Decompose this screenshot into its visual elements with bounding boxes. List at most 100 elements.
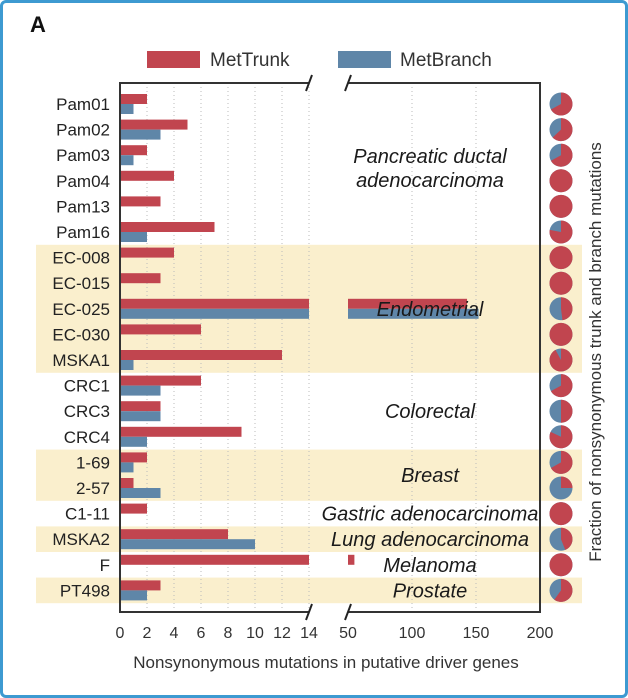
group-label: Melanoma (383, 555, 476, 577)
branch-bar-Pam16 (120, 232, 147, 242)
trunk-bar-Pam13 (120, 196, 161, 207)
category-label: EC-030 (52, 325, 110, 344)
pie-trunk-slice (550, 450, 573, 474)
group-label: Breast (401, 465, 460, 487)
category-label: CRC3 (64, 402, 110, 421)
legend-swatch-trunk (147, 51, 200, 68)
axis-frame-right (348, 82, 541, 613)
trunk-bar-F-continued (348, 554, 355, 565)
axis-frame-left (119, 82, 309, 613)
group-label: Pancreatic ductal (353, 146, 507, 168)
trunk-bar-Pam03 (120, 145, 147, 156)
pie-trunk-slice (561, 399, 573, 423)
x-tick-label: 50 (339, 625, 357, 642)
pie-trunk-slice (549, 220, 573, 244)
trunk-bar-Pam04 (120, 170, 174, 181)
panel-label: A (30, 12, 46, 37)
category-label: CRC1 (64, 377, 110, 396)
branch-bar-Pam03 (120, 155, 134, 166)
axis-break-mark (344, 603, 352, 621)
pie-trunk-slice (561, 297, 573, 321)
pie-trunk-slice (561, 476, 573, 488)
trunk-bar-F (120, 554, 309, 565)
pie-trunk-slice (549, 502, 573, 526)
trunk-bar-EC-025-continued (348, 298, 468, 309)
group-label: Endometrial (377, 299, 484, 321)
branch-bar-Pam01 (120, 104, 134, 114)
pie-trunk-slice (549, 271, 573, 295)
x-tick-label: 0 (116, 625, 125, 642)
trunk-bar-Pam01 (120, 94, 147, 104)
category-label: MSKA1 (52, 351, 110, 370)
pie-trunk-slice (549, 194, 573, 218)
pie-trunk-slice (552, 118, 573, 142)
branch-bar-MSKA1 (120, 360, 134, 370)
pie-trunk-slice (554, 578, 573, 602)
trunk-bar-EC-030 (120, 324, 201, 335)
category-label: EC-025 (52, 300, 110, 319)
axis-break-mark (344, 74, 352, 92)
category-label: EC-008 (52, 249, 110, 268)
group-label: Prostate (393, 580, 467, 602)
category-label: Pam04 (56, 172, 110, 191)
pie-trunk-slice (549, 169, 573, 193)
trunk-bar-MSKA2 (120, 529, 228, 540)
branch-bar-CRC1 (120, 385, 161, 396)
category-label: F (100, 556, 110, 575)
x-tick-label: 10 (246, 625, 264, 642)
x-tick-label: 150 (463, 625, 490, 642)
trunk-bar-EC-025 (120, 298, 309, 309)
pie-trunk-slice (549, 553, 573, 577)
trunk-bar-PT498 (120, 580, 161, 591)
category-label: EC-015 (52, 274, 110, 293)
branch-bar-1-69 (120, 462, 134, 473)
trunk-bar-C1-11 (120, 503, 147, 514)
x-tick-label: 12 (273, 625, 291, 642)
x-tick-label: 6 (197, 625, 206, 642)
trunk-bar-MSKA1 (120, 350, 282, 360)
x-tick-label: 8 (224, 625, 233, 642)
category-label: 2-57 (76, 479, 110, 498)
pie-trunk-slice (549, 425, 573, 449)
x-tick-label: 14 (300, 625, 318, 642)
trunk-bar-EC-008 (120, 247, 174, 258)
group-label: Lung adenocarcinoma (331, 529, 529, 551)
pie-trunk-slice (550, 92, 573, 116)
pie-trunk-slice (549, 246, 573, 270)
trunk-bar-Pam02 (120, 119, 188, 130)
trunk-bar-CRC3 (120, 401, 161, 412)
legend-label-trunk: MetTrunk (210, 50, 290, 71)
trunk-bar-EC-015 (120, 273, 161, 284)
trunk-bar-CRC1 (120, 375, 201, 386)
category-label: Pam13 (56, 197, 110, 216)
x-tick-label: 200 (527, 625, 554, 642)
trunk-bar-Pam16 (120, 222, 215, 232)
trunk-bar-CRC4 (120, 426, 242, 437)
branch-bar-CRC4 (120, 436, 147, 447)
category-label: Pam16 (56, 223, 110, 242)
category-label: Pam03 (56, 146, 110, 165)
branch-bar-CRC3 (120, 411, 161, 422)
pie-trunk-slice (549, 348, 573, 372)
axis-break-mark (305, 603, 313, 621)
pie-trunk-slice (550, 374, 573, 398)
legend-swatch-branch (338, 51, 391, 68)
branch-bar-EC-025 (120, 308, 309, 319)
pie-trunk-slice (549, 322, 573, 346)
category-label: C1-11 (65, 505, 110, 524)
category-label: PT498 (60, 581, 110, 600)
trunk-bar-2-57 (120, 478, 134, 488)
pie-trunk-slice (550, 143, 573, 167)
group-label: Colorectal (385, 401, 476, 423)
category-label: MSKA2 (52, 530, 110, 549)
x-tick-label: 4 (170, 625, 179, 642)
category-label: Pam02 (56, 121, 110, 140)
legend-label-branch: MetBranch (400, 50, 492, 71)
x-tick-label: 100 (399, 625, 426, 642)
branch-bar-2-57 (120, 488, 161, 498)
group-label: adenocarcinoma (356, 170, 504, 192)
x-axis-label: Nonsynonymous mutations in putative driv… (133, 653, 519, 672)
x-tick-label: 2 (143, 625, 152, 642)
category-label: CRC4 (64, 428, 110, 447)
